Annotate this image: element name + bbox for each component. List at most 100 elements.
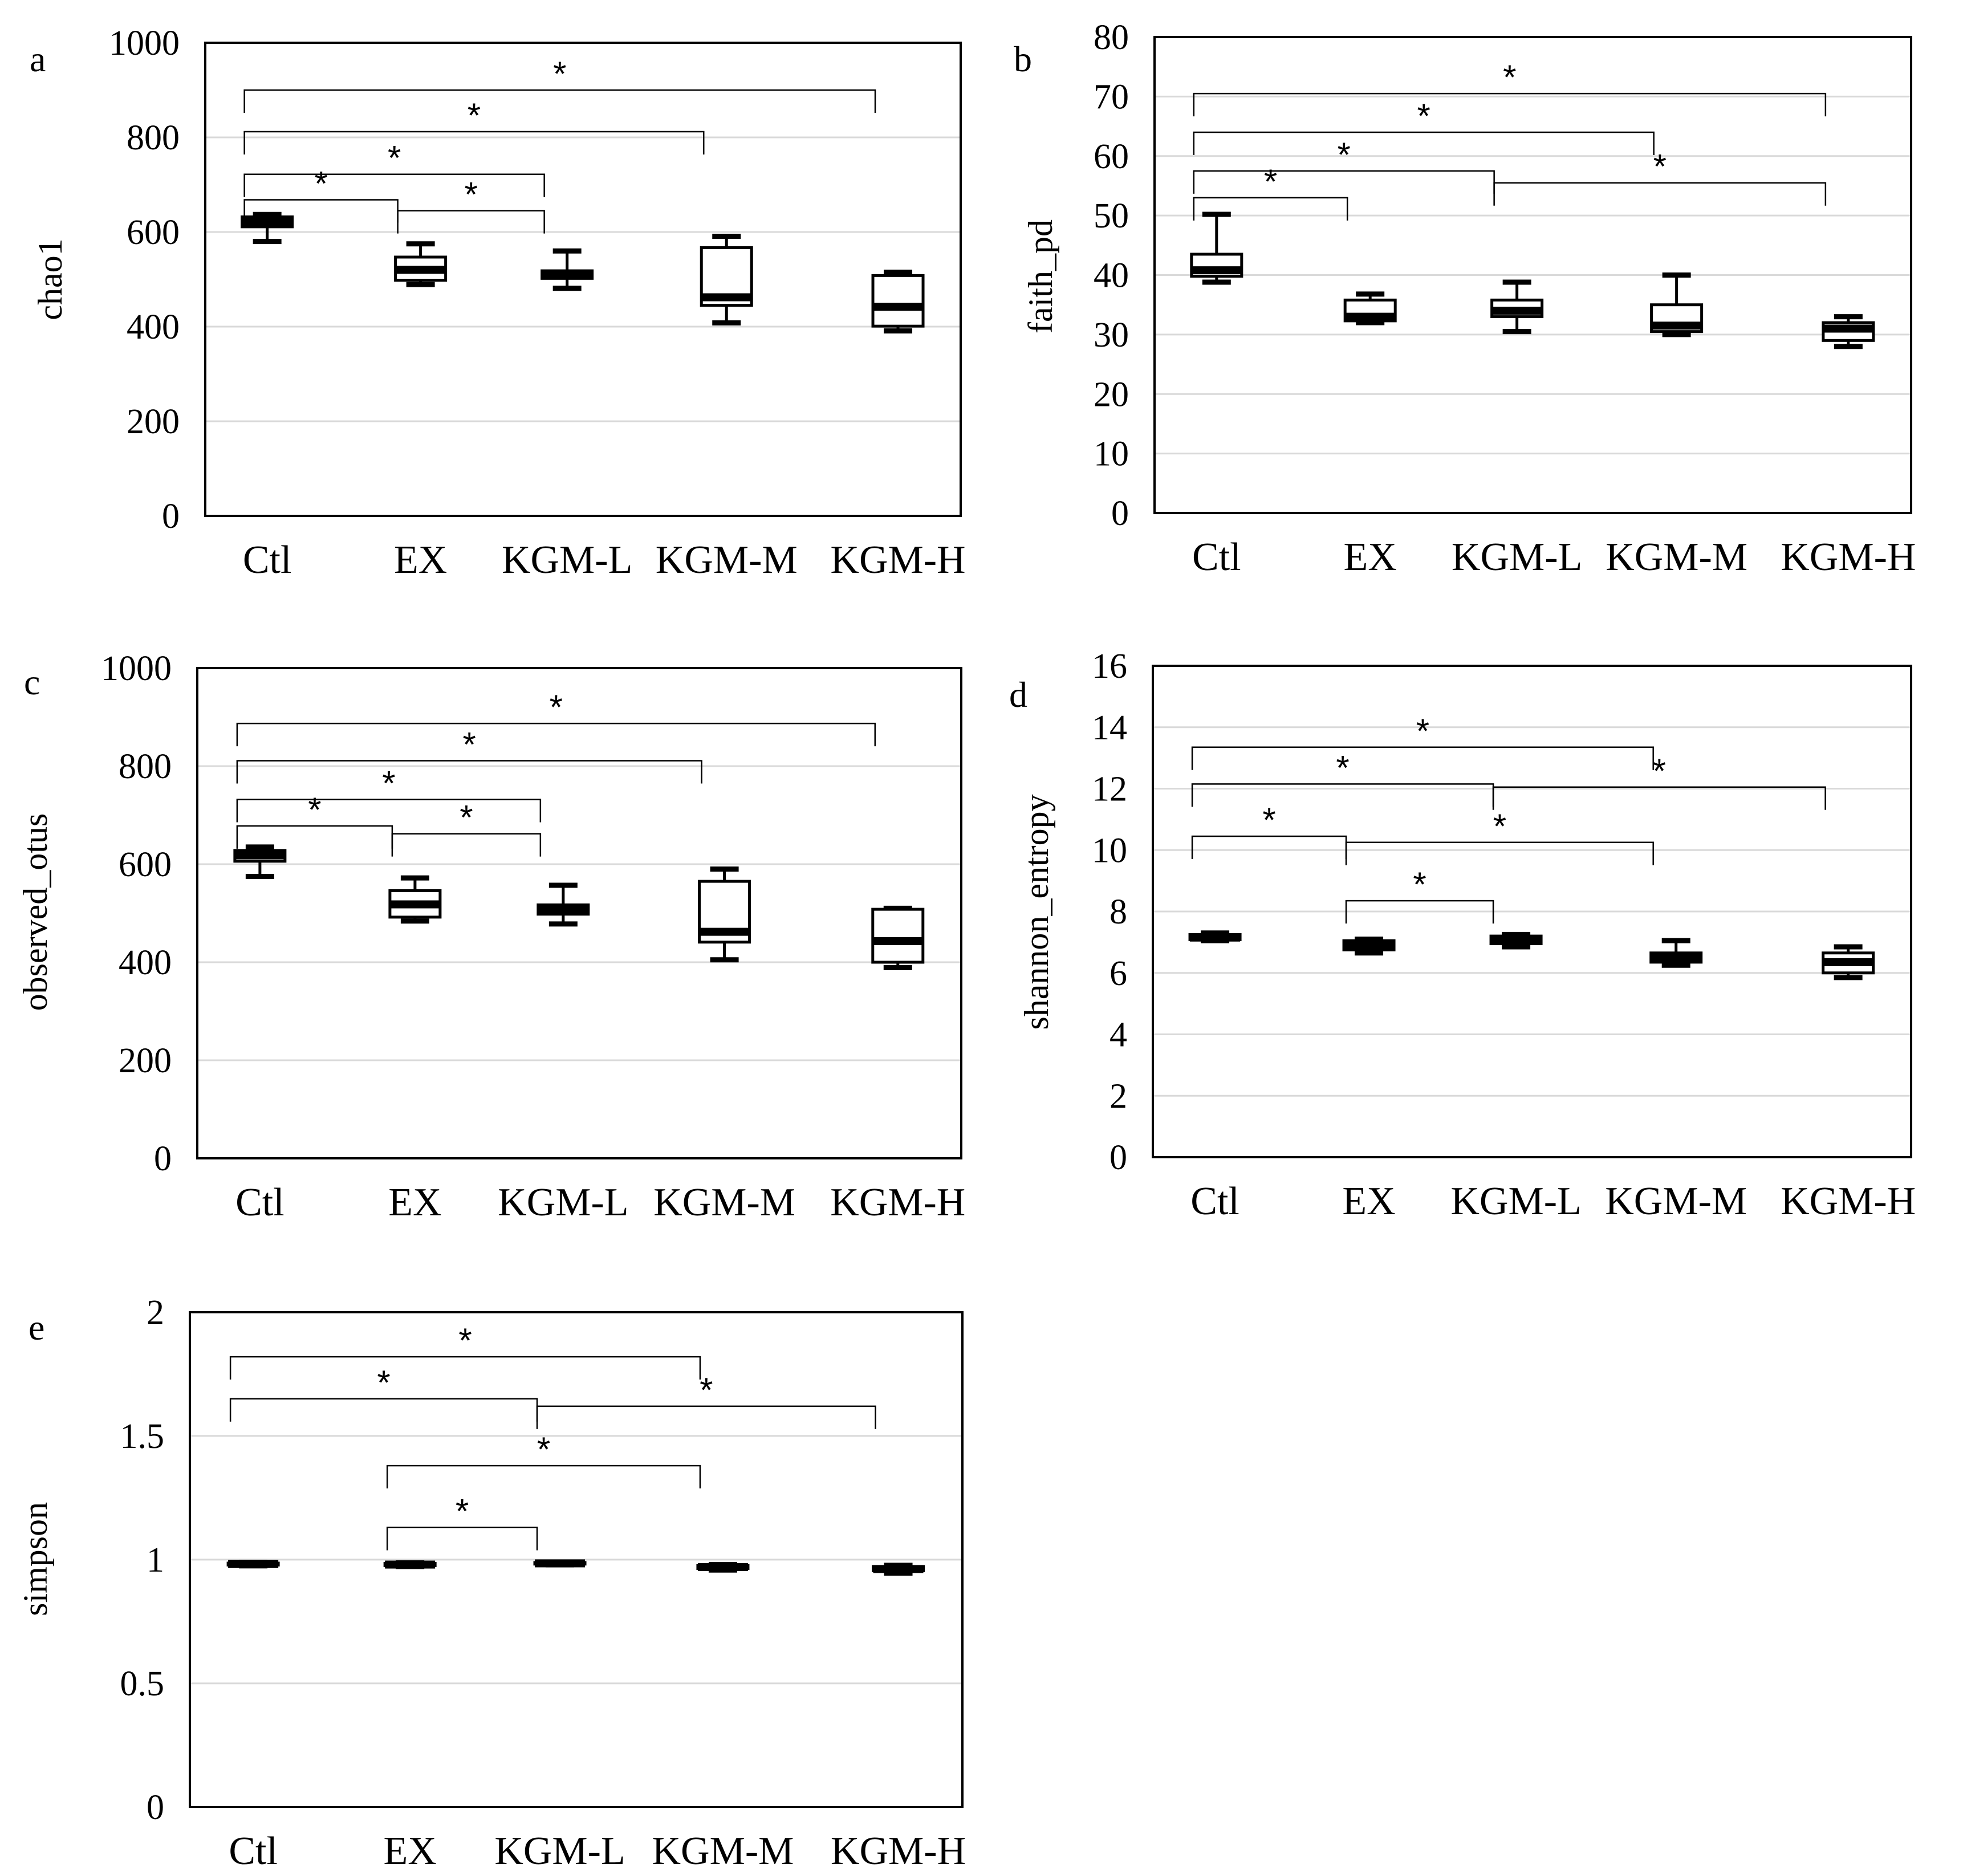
y-axis-title: shannon_entropy xyxy=(1018,794,1055,1029)
significance-bracket xyxy=(536,1405,876,1429)
plot-frame xyxy=(204,42,962,517)
significance-bracket xyxy=(1345,900,1494,924)
box-body xyxy=(871,908,925,964)
box-KGM-L xyxy=(1489,931,1543,950)
significance-bracket xyxy=(397,210,545,234)
y-tick-label: 400 xyxy=(127,308,180,347)
x-category-label: KGM-H xyxy=(830,1181,965,1224)
y-axis-title: simpson xyxy=(17,1502,54,1616)
y-tick-label: 30 xyxy=(1094,316,1129,355)
y-tick-label: 0 xyxy=(162,497,180,536)
significance-star: * xyxy=(1416,712,1429,750)
box-Ctl xyxy=(1190,211,1243,285)
y-tick-label: 50 xyxy=(1094,197,1129,235)
significance-star: * xyxy=(550,688,563,726)
x-category-label: EX xyxy=(1344,535,1397,579)
y-tick-label: 800 xyxy=(127,119,180,157)
box-KGM-M xyxy=(696,1562,750,1573)
significance-star: * xyxy=(1264,162,1277,201)
significance-bracket xyxy=(243,131,705,155)
significance-bracket xyxy=(1193,170,1495,194)
significance-star: * xyxy=(1493,807,1506,845)
significance-bracket xyxy=(229,1356,701,1380)
panel-letter: c xyxy=(24,662,40,702)
significance-star: * xyxy=(458,1321,472,1360)
panel-c: 0 200 400 600 800 1000 Ctl EX KGM-L KGM-M KGM-H obs… xyxy=(17,649,965,1224)
y-tick-label: 0 xyxy=(147,1788,164,1827)
box-Ctl xyxy=(233,844,287,879)
y-tick-label: 600 xyxy=(127,213,180,252)
box-Ctl xyxy=(1188,930,1242,943)
box-EX xyxy=(383,1560,437,1569)
y-tick-label: 2 xyxy=(147,1293,164,1332)
y-tick-label: 2 xyxy=(1109,1077,1127,1116)
significance-bracket xyxy=(236,722,876,747)
x-category-label: EX xyxy=(394,538,447,582)
x-category-label: Ctl xyxy=(1192,535,1241,579)
panel-d: 0 2 4 6 8 10 12 14 16 Ctl EX KGM-L KGM-M KGM-H shannon… xyxy=(1009,647,1916,1223)
x-category-label: KGM-H xyxy=(831,1829,966,1873)
x-category-label: KGM-M xyxy=(653,1181,795,1224)
x-category-label: KGM-L xyxy=(1450,1179,1581,1223)
significance-bracket xyxy=(1193,131,1655,155)
significance-bracket xyxy=(1191,783,1494,807)
y-axis-title: chao1 xyxy=(31,238,69,320)
significance-star: * xyxy=(1653,148,1667,186)
significance-bracket xyxy=(1493,182,1827,206)
significance-star: * xyxy=(456,1492,469,1531)
y-tick-label: 16 xyxy=(1092,647,1127,686)
significance-star: * xyxy=(1503,58,1516,96)
x-category-label: EX xyxy=(384,1829,437,1873)
box-EX xyxy=(1343,291,1397,325)
significance-bracket xyxy=(391,833,542,857)
x-category-label: EX xyxy=(388,1181,441,1224)
y-tick-label: 20 xyxy=(1094,375,1129,414)
box-body xyxy=(871,274,925,328)
y-tick-label: 1000 xyxy=(109,24,180,63)
y-tick-label: 400 xyxy=(119,943,172,982)
significance-bracket xyxy=(1193,92,1827,117)
panel-a: 0 200 400 600 800 1000 Ctl EX KGM-L KGM-M KGM-H cha… xyxy=(30,24,966,582)
box-KGM-M xyxy=(700,233,753,325)
y-axis-title: faith_pd xyxy=(1022,219,1059,333)
significance-star: * xyxy=(1417,97,1430,135)
significance-bracket xyxy=(1193,197,1348,221)
box-KGM-L xyxy=(540,248,594,291)
y-tick-label: 200 xyxy=(119,1041,172,1080)
significance-bracket xyxy=(1191,746,1654,770)
box-EX xyxy=(388,875,442,924)
x-category-label: KGM-L xyxy=(494,1829,625,1873)
y-tick-label: 10 xyxy=(1094,435,1129,474)
significance-bracket xyxy=(243,173,545,197)
box-KGM-L xyxy=(537,882,590,927)
y-tick-label: 1 xyxy=(147,1541,164,1580)
significance-bracket xyxy=(1345,841,1654,865)
significance-star: * xyxy=(382,764,395,802)
significance-star: * xyxy=(1653,752,1666,790)
significance-bracket xyxy=(243,89,876,113)
significance-star: * xyxy=(1336,748,1349,787)
y-tick-label: 6 xyxy=(1109,954,1127,993)
significance-star: * xyxy=(700,1371,713,1409)
significance-star: * xyxy=(463,726,476,764)
significance-star: * xyxy=(1262,801,1275,839)
y-tick-label: 40 xyxy=(1094,257,1129,295)
box-EX xyxy=(1342,936,1396,956)
box-Ctl xyxy=(241,211,294,245)
x-category-label: KGM-H xyxy=(1781,535,1916,579)
box-KGM-M xyxy=(1650,272,1704,337)
y-tick-label: 1.5 xyxy=(120,1417,165,1456)
y-tick-label: 10 xyxy=(1092,831,1127,870)
box-KGM-H xyxy=(1822,314,1875,349)
box-KGM-H xyxy=(1822,944,1875,980)
significance-star: * xyxy=(537,1430,550,1468)
x-category-label: EX xyxy=(1342,1179,1395,1223)
significance-bracket xyxy=(1191,835,1347,860)
y-tick-label: 0 xyxy=(1111,494,1129,533)
box-KGM-L xyxy=(533,1559,587,1568)
plot-frame xyxy=(1152,665,1912,1158)
box-KGM-M xyxy=(1649,938,1703,968)
y-tick-label: 0 xyxy=(154,1140,172,1178)
x-category-label: KGM-L xyxy=(498,1181,628,1224)
panel-b: 0 10 20 30 40 50 60 70 80 Ctl EX KGM-L KGM-M KGM-H fai… xyxy=(1014,18,1916,579)
